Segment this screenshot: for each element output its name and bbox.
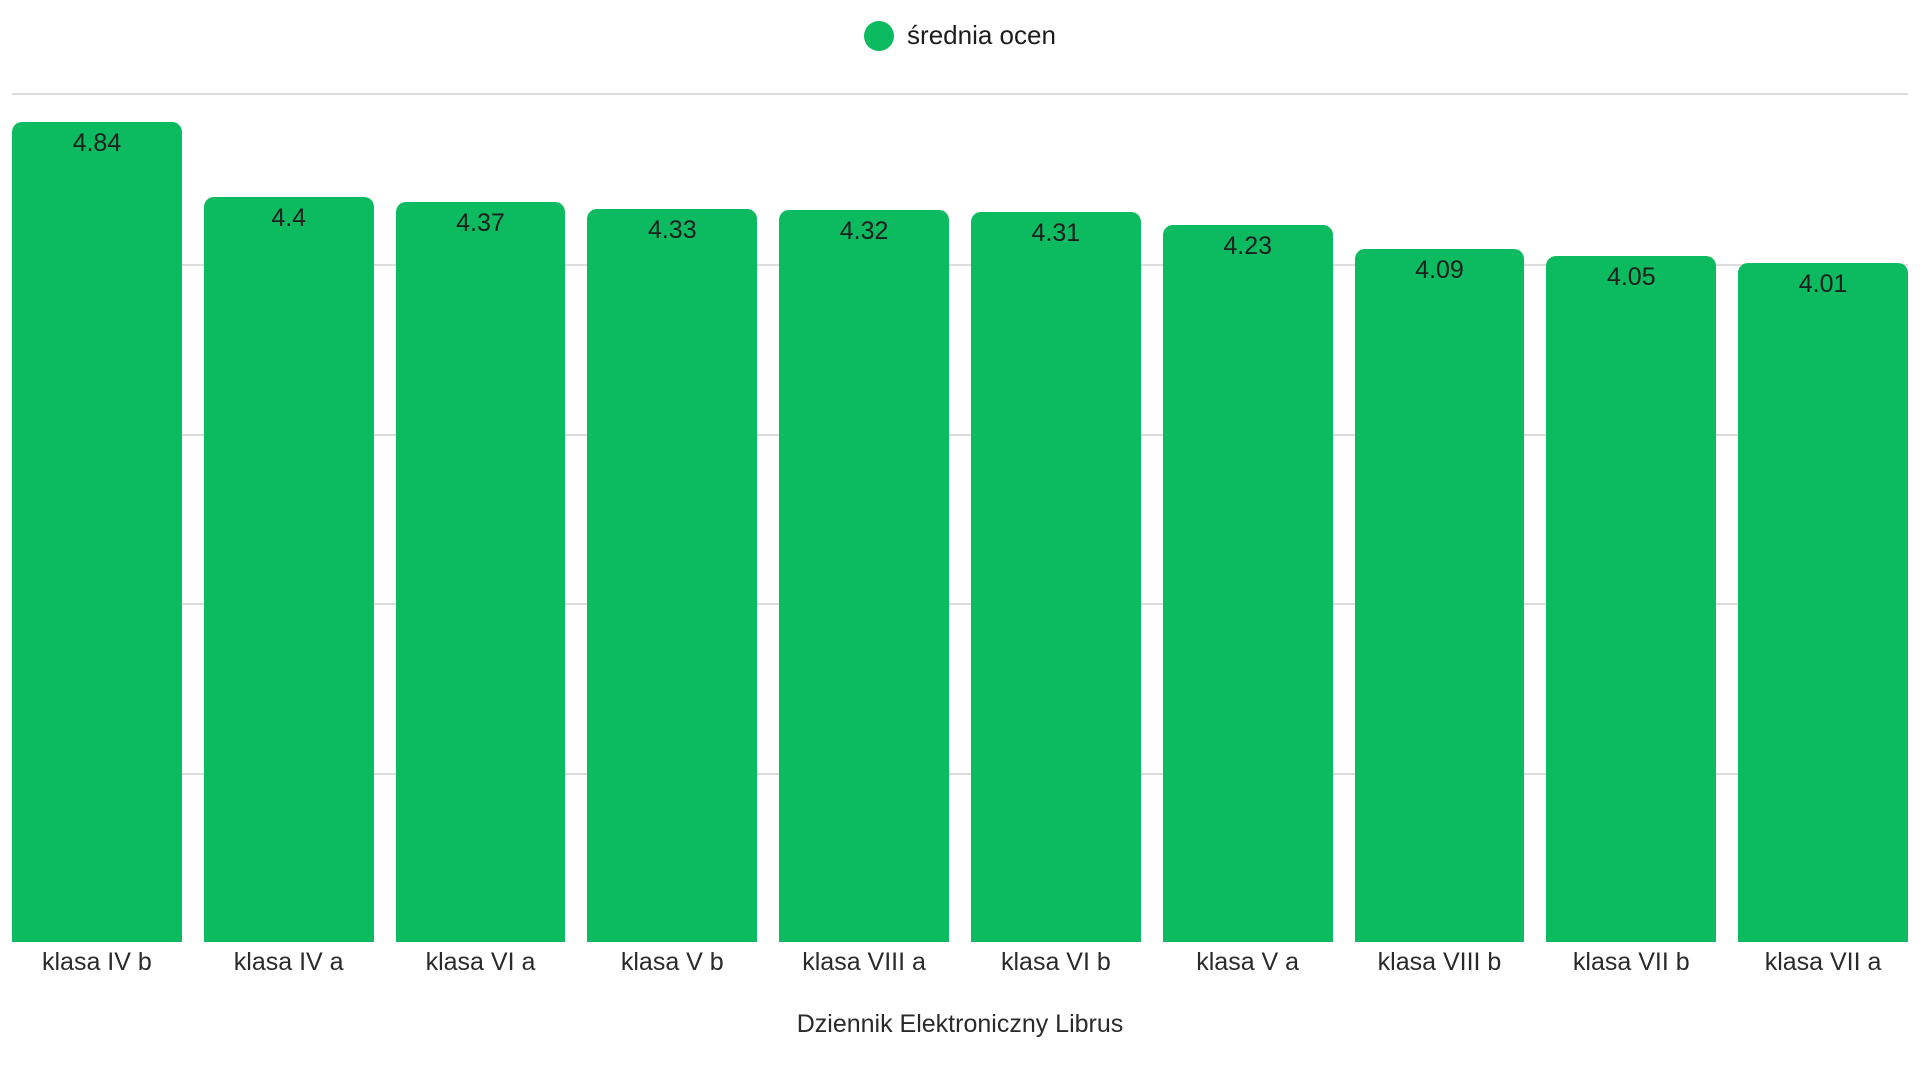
- plot-area: 4.84 4.4 4.37 4.33 4.32 4.31 4.23 4.09 4.05 4.01: [12, 93, 1908, 942]
- bar[interactable]: 4.01: [1738, 262, 1908, 942]
- x-axis-label: klasa V a: [1196, 948, 1300, 976]
- bar[interactable]: 4.84: [12, 122, 182, 942]
- gridline: [12, 603, 1908, 606]
- bar[interactable]: 4.32: [779, 210, 949, 942]
- bar-value-label: 4.09: [1415, 256, 1464, 285]
- bar-value-label: 4.05: [1606, 262, 1656, 291]
- legend-marker-icon: [864, 20, 895, 51]
- x-axis-title: Dziennik Elektroniczny Librus: [796, 1010, 1124, 1038]
- x-axis-label: klasa V b: [620, 948, 724, 976]
- x-axis-labels: klasa IV b klasa IV a klasa VI a klasa V b k…: [12, 948, 1908, 977]
- bar[interactable]: 4.05: [1546, 255, 1717, 942]
- bar-value-label: 4.32: [839, 217, 889, 246]
- x-axis-label: klasa VIII b: [1377, 948, 1502, 976]
- bar[interactable]: 4.31: [970, 211, 1141, 942]
- bar-value-label: 4.33: [647, 215, 697, 244]
- bar[interactable]: 4.09: [1354, 249, 1525, 942]
- x-axis-label: klasa VI b: [1000, 948, 1111, 976]
- bars-container: 4.84 4.4 4.37 4.33 4.32 4.31 4.23 4.09 4.05 4.01: [12, 95, 1908, 942]
- bar[interactable]: 4.37: [395, 201, 566, 942]
- bar-value-label: 4.01: [1798, 269, 1848, 298]
- gridline: [12, 433, 1908, 436]
- legend-label: średnia ocen: [907, 20, 1056, 50]
- bar-value-label: 4.4: [271, 203, 307, 232]
- x-axis-label: klasa VIII a: [802, 948, 926, 976]
- x-axis-label: klasa VII a: [1764, 948, 1882, 976]
- x-axis-label: klasa IV a: [233, 948, 344, 976]
- x-axis-label: klasa IV b: [42, 948, 152, 976]
- bar-value-label: 4.37: [456, 208, 505, 237]
- bar-value-label: 4.31: [1031, 218, 1081, 247]
- bar-value-label: 4.84: [72, 129, 122, 158]
- x-axis-label: klasa VII b: [1572, 948, 1690, 976]
- bar[interactable]: 4.33: [587, 208, 758, 942]
- bar-value-label: 4.23: [1223, 232, 1273, 261]
- gridline: [12, 264, 1908, 267]
- x-axis-label: klasa VI a: [425, 948, 536, 976]
- bar[interactable]: 4.4: [203, 196, 374, 942]
- gridline: [12, 772, 1908, 775]
- bar[interactable]: 4.23: [1162, 225, 1333, 942]
- chart-legend-item[interactable]: średnia ocen: [0, 20, 1920, 51]
